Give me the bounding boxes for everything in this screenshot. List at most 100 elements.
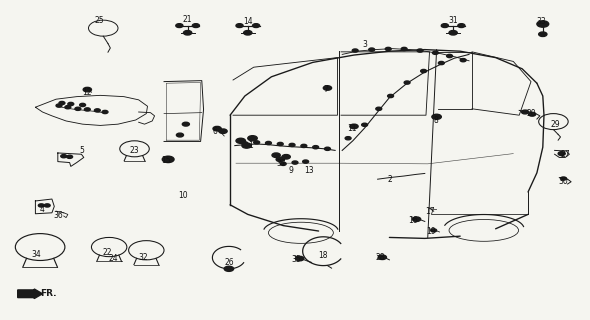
Text: 23: 23 [130, 146, 139, 155]
Text: 16: 16 [408, 216, 418, 225]
Circle shape [303, 160, 309, 163]
Text: 35: 35 [291, 255, 301, 264]
Circle shape [438, 61, 444, 65]
Circle shape [83, 87, 91, 92]
Text: 33: 33 [537, 17, 546, 26]
Text: 18: 18 [319, 251, 328, 260]
Circle shape [192, 24, 199, 28]
Circle shape [277, 142, 283, 146]
Circle shape [282, 155, 290, 159]
Text: 7: 7 [323, 85, 328, 94]
Circle shape [352, 49, 358, 52]
Text: 15: 15 [162, 156, 171, 165]
Circle shape [80, 103, 86, 107]
Circle shape [65, 106, 71, 109]
Circle shape [266, 141, 271, 145]
Text: 36: 36 [53, 211, 63, 220]
Circle shape [522, 110, 529, 114]
Text: 31: 31 [448, 16, 458, 25]
Circle shape [529, 112, 536, 116]
Circle shape [75, 107, 81, 110]
Circle shape [441, 24, 448, 28]
Text: 26: 26 [224, 258, 234, 267]
Circle shape [67, 155, 73, 158]
Circle shape [313, 146, 319, 149]
Text: 20: 20 [526, 109, 536, 118]
Text: 29: 29 [551, 120, 560, 129]
Circle shape [242, 143, 251, 148]
Circle shape [369, 48, 375, 51]
Circle shape [236, 24, 243, 28]
Circle shape [61, 155, 67, 158]
Circle shape [296, 256, 304, 261]
Text: 11: 11 [348, 124, 357, 133]
Circle shape [388, 94, 394, 98]
Circle shape [56, 104, 62, 107]
Text: 27: 27 [560, 150, 570, 159]
Circle shape [254, 141, 260, 144]
Circle shape [213, 126, 221, 131]
Text: 32: 32 [138, 253, 148, 262]
Circle shape [323, 86, 332, 90]
Circle shape [558, 152, 565, 156]
Circle shape [176, 24, 183, 28]
Circle shape [301, 144, 307, 148]
Text: 2: 2 [387, 175, 392, 184]
Text: FR.: FR. [40, 289, 57, 298]
Circle shape [38, 204, 44, 207]
Circle shape [560, 177, 566, 180]
Text: 24: 24 [109, 254, 118, 263]
Circle shape [376, 107, 382, 110]
Circle shape [272, 153, 280, 157]
Circle shape [401, 47, 407, 51]
Circle shape [432, 51, 438, 54]
Text: 14: 14 [243, 17, 253, 26]
Circle shape [404, 81, 410, 84]
Circle shape [458, 24, 465, 28]
Text: 1: 1 [248, 141, 253, 150]
Circle shape [244, 30, 252, 35]
Text: 28: 28 [376, 253, 385, 262]
Text: 10: 10 [178, 191, 188, 200]
Circle shape [280, 162, 286, 165]
Circle shape [432, 114, 441, 119]
Text: 6: 6 [213, 127, 218, 136]
Circle shape [176, 133, 183, 137]
Circle shape [460, 59, 466, 62]
Text: 30: 30 [559, 177, 568, 186]
Circle shape [449, 30, 457, 35]
Circle shape [378, 255, 386, 260]
Circle shape [162, 156, 174, 163]
Circle shape [431, 229, 437, 232]
Circle shape [183, 30, 192, 35]
Circle shape [182, 122, 189, 126]
Circle shape [59, 101, 65, 105]
Text: 9: 9 [289, 166, 293, 175]
Circle shape [417, 49, 423, 52]
Text: 22: 22 [103, 248, 112, 257]
Text: 12: 12 [83, 88, 92, 97]
Circle shape [94, 109, 100, 112]
Text: 13: 13 [304, 166, 313, 175]
Circle shape [68, 102, 74, 106]
Circle shape [447, 54, 453, 58]
Circle shape [236, 138, 245, 143]
FancyArrow shape [18, 289, 42, 299]
Circle shape [292, 161, 298, 164]
Circle shape [362, 123, 368, 126]
Circle shape [224, 266, 234, 271]
Text: 5: 5 [79, 146, 84, 155]
Text: 25: 25 [94, 16, 104, 25]
Circle shape [289, 143, 295, 147]
Circle shape [537, 21, 549, 27]
Circle shape [276, 157, 284, 162]
Text: 8: 8 [433, 116, 438, 125]
Circle shape [84, 108, 90, 111]
Circle shape [253, 24, 260, 28]
Circle shape [421, 69, 427, 73]
Circle shape [350, 124, 358, 129]
Circle shape [44, 204, 50, 207]
Circle shape [219, 129, 227, 133]
Circle shape [324, 147, 330, 150]
Circle shape [385, 47, 391, 51]
